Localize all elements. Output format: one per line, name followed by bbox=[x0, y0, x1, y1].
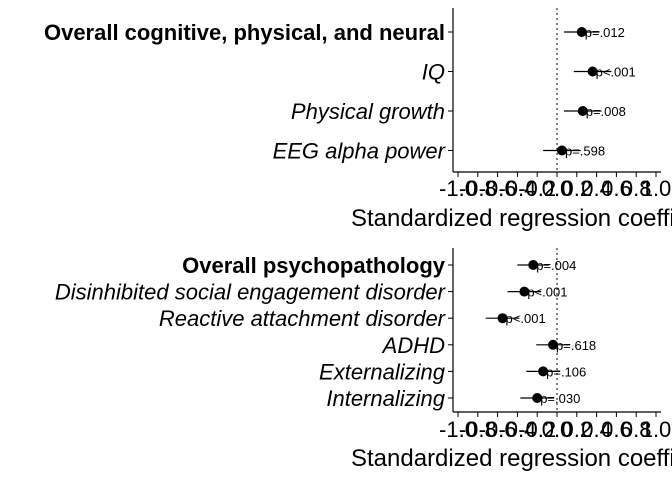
x-tick-label: -0.4 bbox=[498, 417, 536, 442]
p-value-label: p=.106 bbox=[546, 364, 586, 379]
row-overall-psychopathology: Overall psychopathology p=.004 bbox=[182, 253, 576, 278]
estimate-point bbox=[556, 145, 567, 156]
category-label: Internalizing bbox=[326, 386, 445, 411]
x-tick-label: 0.2 bbox=[562, 176, 593, 201]
row-disinhibited-social-engagement-disorder: Disinhibited social engagement disorder p… bbox=[55, 280, 568, 305]
category-label: ADHD bbox=[381, 333, 445, 358]
category-label: Overall cognitive, physical, and neural bbox=[44, 20, 445, 45]
x-tick-label: -0.2 bbox=[518, 176, 556, 201]
p-value-label: p=.012 bbox=[585, 25, 625, 40]
x-tick-label: 1.0 bbox=[641, 176, 672, 201]
p-value-label: p=.004 bbox=[536, 258, 576, 273]
estimate-point bbox=[497, 313, 508, 324]
p-value-label: p=.618 bbox=[556, 338, 596, 353]
category-label: Disinhibited social engagement disorder bbox=[55, 280, 447, 305]
category-label: EEG alpha power bbox=[273, 139, 447, 164]
p-value-label: p=.598 bbox=[565, 144, 605, 159]
x-tick-label: -0.8 bbox=[459, 417, 497, 442]
p-value-label: p<.001 bbox=[506, 311, 546, 326]
x-tick-label: 0.2 bbox=[562, 417, 593, 442]
estimate-point bbox=[587, 66, 598, 77]
estimate-point bbox=[548, 339, 559, 350]
x-axis-title: Standardized regression coefficient bbox=[351, 205, 672, 232]
x-tick-label: -0.4 bbox=[498, 176, 536, 201]
category-label: Externalizing bbox=[319, 359, 446, 384]
x-tick-label: -1.0 bbox=[439, 176, 477, 201]
estimate-point bbox=[576, 27, 587, 37]
p-value-label: p=.008 bbox=[586, 104, 626, 119]
estimate-point bbox=[538, 366, 549, 377]
x-tick-label: -0.8 bbox=[459, 176, 497, 201]
row-iq: IQ p<.001 bbox=[422, 60, 636, 85]
row-adhd: ADHD p=.618 bbox=[381, 333, 597, 358]
x-tick-label: 0.6 bbox=[601, 176, 632, 201]
row-eeg-alpha-power: EEG alpha power p=.598 bbox=[273, 139, 606, 164]
category-label: Physical growth bbox=[291, 99, 445, 124]
category-label: Overall psychopathology bbox=[182, 253, 446, 278]
category-label: Reactive attachment disorder bbox=[159, 306, 447, 331]
x-tick-label: 0.4 bbox=[581, 176, 612, 201]
x-tick-label: 0.8 bbox=[621, 417, 652, 442]
x-tick-label: 0.8 bbox=[621, 176, 652, 201]
x-axis-title: Standardized regression coefficient bbox=[351, 445, 672, 472]
p-value-label: p<.001 bbox=[596, 65, 636, 80]
x-tick-label: 0.0 bbox=[542, 417, 573, 442]
x-tick-label: -0.2 bbox=[518, 417, 556, 442]
category-label: IQ bbox=[422, 60, 445, 85]
row-externalizing: Externalizing p=.106 bbox=[319, 359, 586, 384]
panel-cognitive-physical-neural: -1.0-0.8-0.6-0.4-0.20.00.20.40.60.81.0 St… bbox=[44, 8, 672, 232]
estimate-point bbox=[532, 393, 543, 403]
x-tick-label: 1.0 bbox=[641, 417, 672, 442]
estimate-point bbox=[528, 260, 539, 270]
estimate-point bbox=[577, 106, 588, 116]
x-tick-label: -1.0 bbox=[439, 417, 477, 442]
p-value-label: p<.001 bbox=[527, 285, 567, 300]
row-physical-growth: Physical growth p=.008 bbox=[291, 99, 626, 124]
x-tick-label: -0.6 bbox=[479, 176, 517, 201]
row-overall-cognitive-physical-and-neural: Overall cognitive, physical, and neural p… bbox=[44, 20, 625, 45]
x-tick-label: 0.4 bbox=[581, 417, 612, 442]
x-tick-label: 0.6 bbox=[601, 417, 632, 442]
row-internalizing: Internalizing p=.030 bbox=[326, 386, 580, 411]
row-reactive-attachment-disorder: Reactive attachment disorder p<.001 bbox=[159, 306, 546, 331]
x-tick-label: 0.0 bbox=[542, 176, 573, 201]
p-value-label: p=.030 bbox=[540, 391, 580, 406]
x-tick-label: -0.6 bbox=[479, 417, 517, 442]
panel-psychopathology: -1.0-0.8-0.6-0.4-0.20.00.20.40.60.81.0 St… bbox=[55, 248, 672, 472]
estimate-point bbox=[519, 286, 530, 297]
